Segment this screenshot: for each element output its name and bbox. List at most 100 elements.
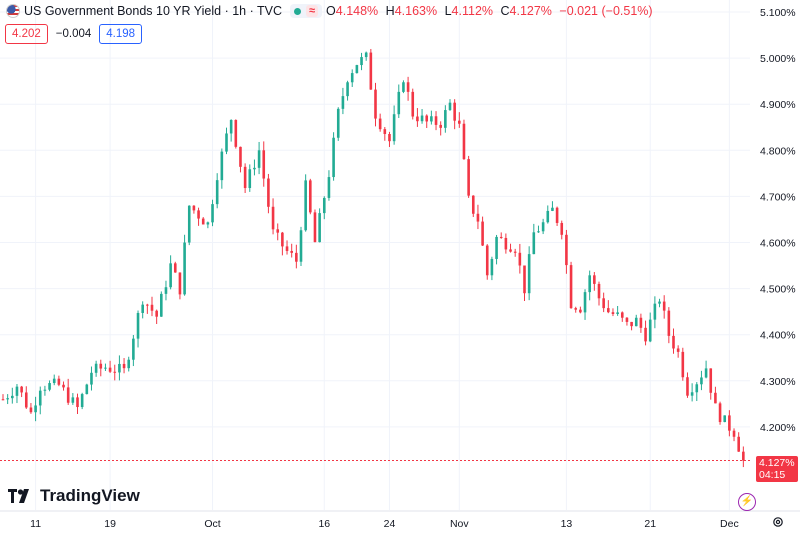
- candle: [374, 82, 377, 127]
- candle: [355, 64, 359, 74]
- candle-body: [211, 204, 214, 223]
- symbol-title[interactable]: US Government Bonds 10 YR Yield · 1h · T…: [24, 4, 282, 18]
- candle-body: [541, 222, 545, 232]
- candle-body: [532, 232, 536, 255]
- buy-price-button[interactable]: 4.198: [99, 24, 143, 44]
- candle-body: [718, 403, 722, 423]
- tradingview-logo[interactable]: TradingView: [8, 486, 140, 506]
- candle-body: [187, 205, 191, 243]
- candle: [327, 170, 331, 201]
- candle: [80, 392, 84, 410]
- candle-body: [57, 378, 61, 385]
- candle: [634, 314, 638, 327]
- candle-body: [313, 212, 317, 243]
- candle: [620, 311, 624, 322]
- candle: [388, 131, 391, 147]
- candle-body: [490, 258, 494, 276]
- candle: [704, 360, 708, 379]
- candle-body: [467, 159, 470, 196]
- candle-body: [732, 430, 736, 437]
- candle-body: [155, 310, 158, 317]
- us-flag-icon: [6, 4, 20, 18]
- gear-icon[interactable]: [772, 516, 784, 528]
- candle: [579, 306, 582, 314]
- trade-buttons-row: 4.202 −0.004 4.198: [5, 24, 143, 44]
- candle-body: [304, 180, 307, 231]
- price-tick-label: 4.200%: [760, 422, 796, 434]
- lightning-icon[interactable]: ⚡: [738, 493, 756, 511]
- tradingview-logo-icon: [8, 489, 29, 503]
- candle: [257, 141, 261, 175]
- candle-body: [108, 367, 112, 372]
- candle: [597, 281, 601, 306]
- candle-body: [700, 377, 703, 385]
- candle-body: [24, 392, 28, 408]
- candle: [313, 209, 317, 243]
- candle: [509, 243, 512, 253]
- candle: [658, 298, 661, 308]
- time-tick-label: Dec: [720, 518, 739, 530]
- candle-body: [723, 415, 727, 423]
- candle-body: [676, 348, 680, 352]
- candle: [458, 112, 461, 128]
- candle-body: [192, 205, 196, 211]
- candle: [639, 313, 643, 333]
- candle-body: [66, 387, 70, 403]
- candle: [607, 300, 610, 314]
- candle-body: [90, 372, 93, 385]
- candle: [583, 289, 587, 320]
- candle-body: [183, 242, 186, 295]
- candle-body: [504, 237, 508, 250]
- candle: [481, 216, 484, 247]
- price-tick-label: 5.000%: [760, 53, 796, 65]
- candle-body: [178, 272, 182, 295]
- candle-body: [295, 252, 298, 262]
- candle: [322, 196, 326, 220]
- market-status-pill[interactable]: ≈: [290, 4, 323, 18]
- candle: [225, 127, 228, 155]
- candle: [183, 234, 186, 296]
- candle-body: [94, 363, 98, 373]
- candle: [392, 105, 396, 145]
- candle: [476, 204, 480, 230]
- candle-body: [709, 368, 713, 393]
- candle: [24, 386, 28, 409]
- candle-body: [630, 321, 633, 327]
- candle: [471, 195, 475, 218]
- candle: [309, 178, 312, 215]
- candle-body: [332, 137, 335, 178]
- candle: [467, 155, 470, 198]
- candle: [192, 205, 196, 214]
- candle-body: [355, 65, 359, 74]
- candle: [164, 280, 168, 301]
- candle: [714, 386, 717, 404]
- candle: [742, 446, 745, 468]
- candle: [285, 240, 289, 255]
- candle: [346, 80, 349, 101]
- sell-price-button[interactable]: 4.202: [5, 24, 48, 44]
- candle-body: [76, 397, 79, 408]
- candle-body: [11, 395, 14, 399]
- candle-body: [132, 338, 135, 360]
- candle: [276, 223, 280, 241]
- candle-body: [444, 110, 447, 128]
- candle: [644, 320, 647, 346]
- candle: [141, 301, 144, 319]
- candle: [681, 347, 685, 381]
- candle-body: [136, 312, 140, 339]
- candle: [243, 163, 247, 193]
- candle: [490, 256, 494, 281]
- spread-value: −0.004: [55, 28, 92, 40]
- candle-body: [299, 230, 303, 262]
- candle: [700, 370, 703, 391]
- candle: [108, 360, 112, 373]
- candle: [29, 403, 33, 414]
- candle: [43, 385, 47, 396]
- price-tick-label: 4.300%: [760, 376, 796, 388]
- candle: [360, 52, 363, 71]
- candle-body: [420, 115, 424, 122]
- candle-body: [160, 293, 163, 317]
- price-tick-label: 4.900%: [760, 99, 796, 111]
- candle-body: [523, 265, 526, 294]
